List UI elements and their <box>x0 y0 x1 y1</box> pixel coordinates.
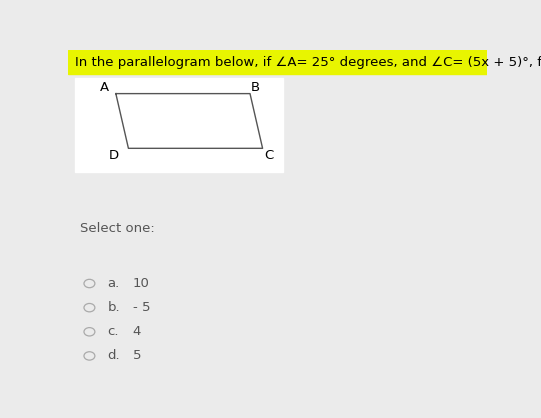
Text: 10: 10 <box>133 277 149 290</box>
Text: D: D <box>109 149 119 162</box>
Text: 5: 5 <box>133 349 141 362</box>
FancyBboxPatch shape <box>75 77 283 173</box>
FancyBboxPatch shape <box>68 50 487 74</box>
Text: d.: d. <box>108 349 120 362</box>
Text: B: B <box>251 82 260 94</box>
Text: - 5: - 5 <box>133 301 150 314</box>
Text: A: A <box>100 82 109 94</box>
Text: Select one:: Select one: <box>80 222 155 235</box>
Text: In the parallelogram below, if ∠A= 25° degrees, and ∠C= (5x + 5)°, find x.: In the parallelogram below, if ∠A= 25° d… <box>75 56 541 69</box>
Text: a.: a. <box>108 277 120 290</box>
Text: c.: c. <box>108 325 119 338</box>
Text: 4: 4 <box>133 325 141 338</box>
Text: b.: b. <box>108 301 120 314</box>
Text: C: C <box>264 149 274 162</box>
